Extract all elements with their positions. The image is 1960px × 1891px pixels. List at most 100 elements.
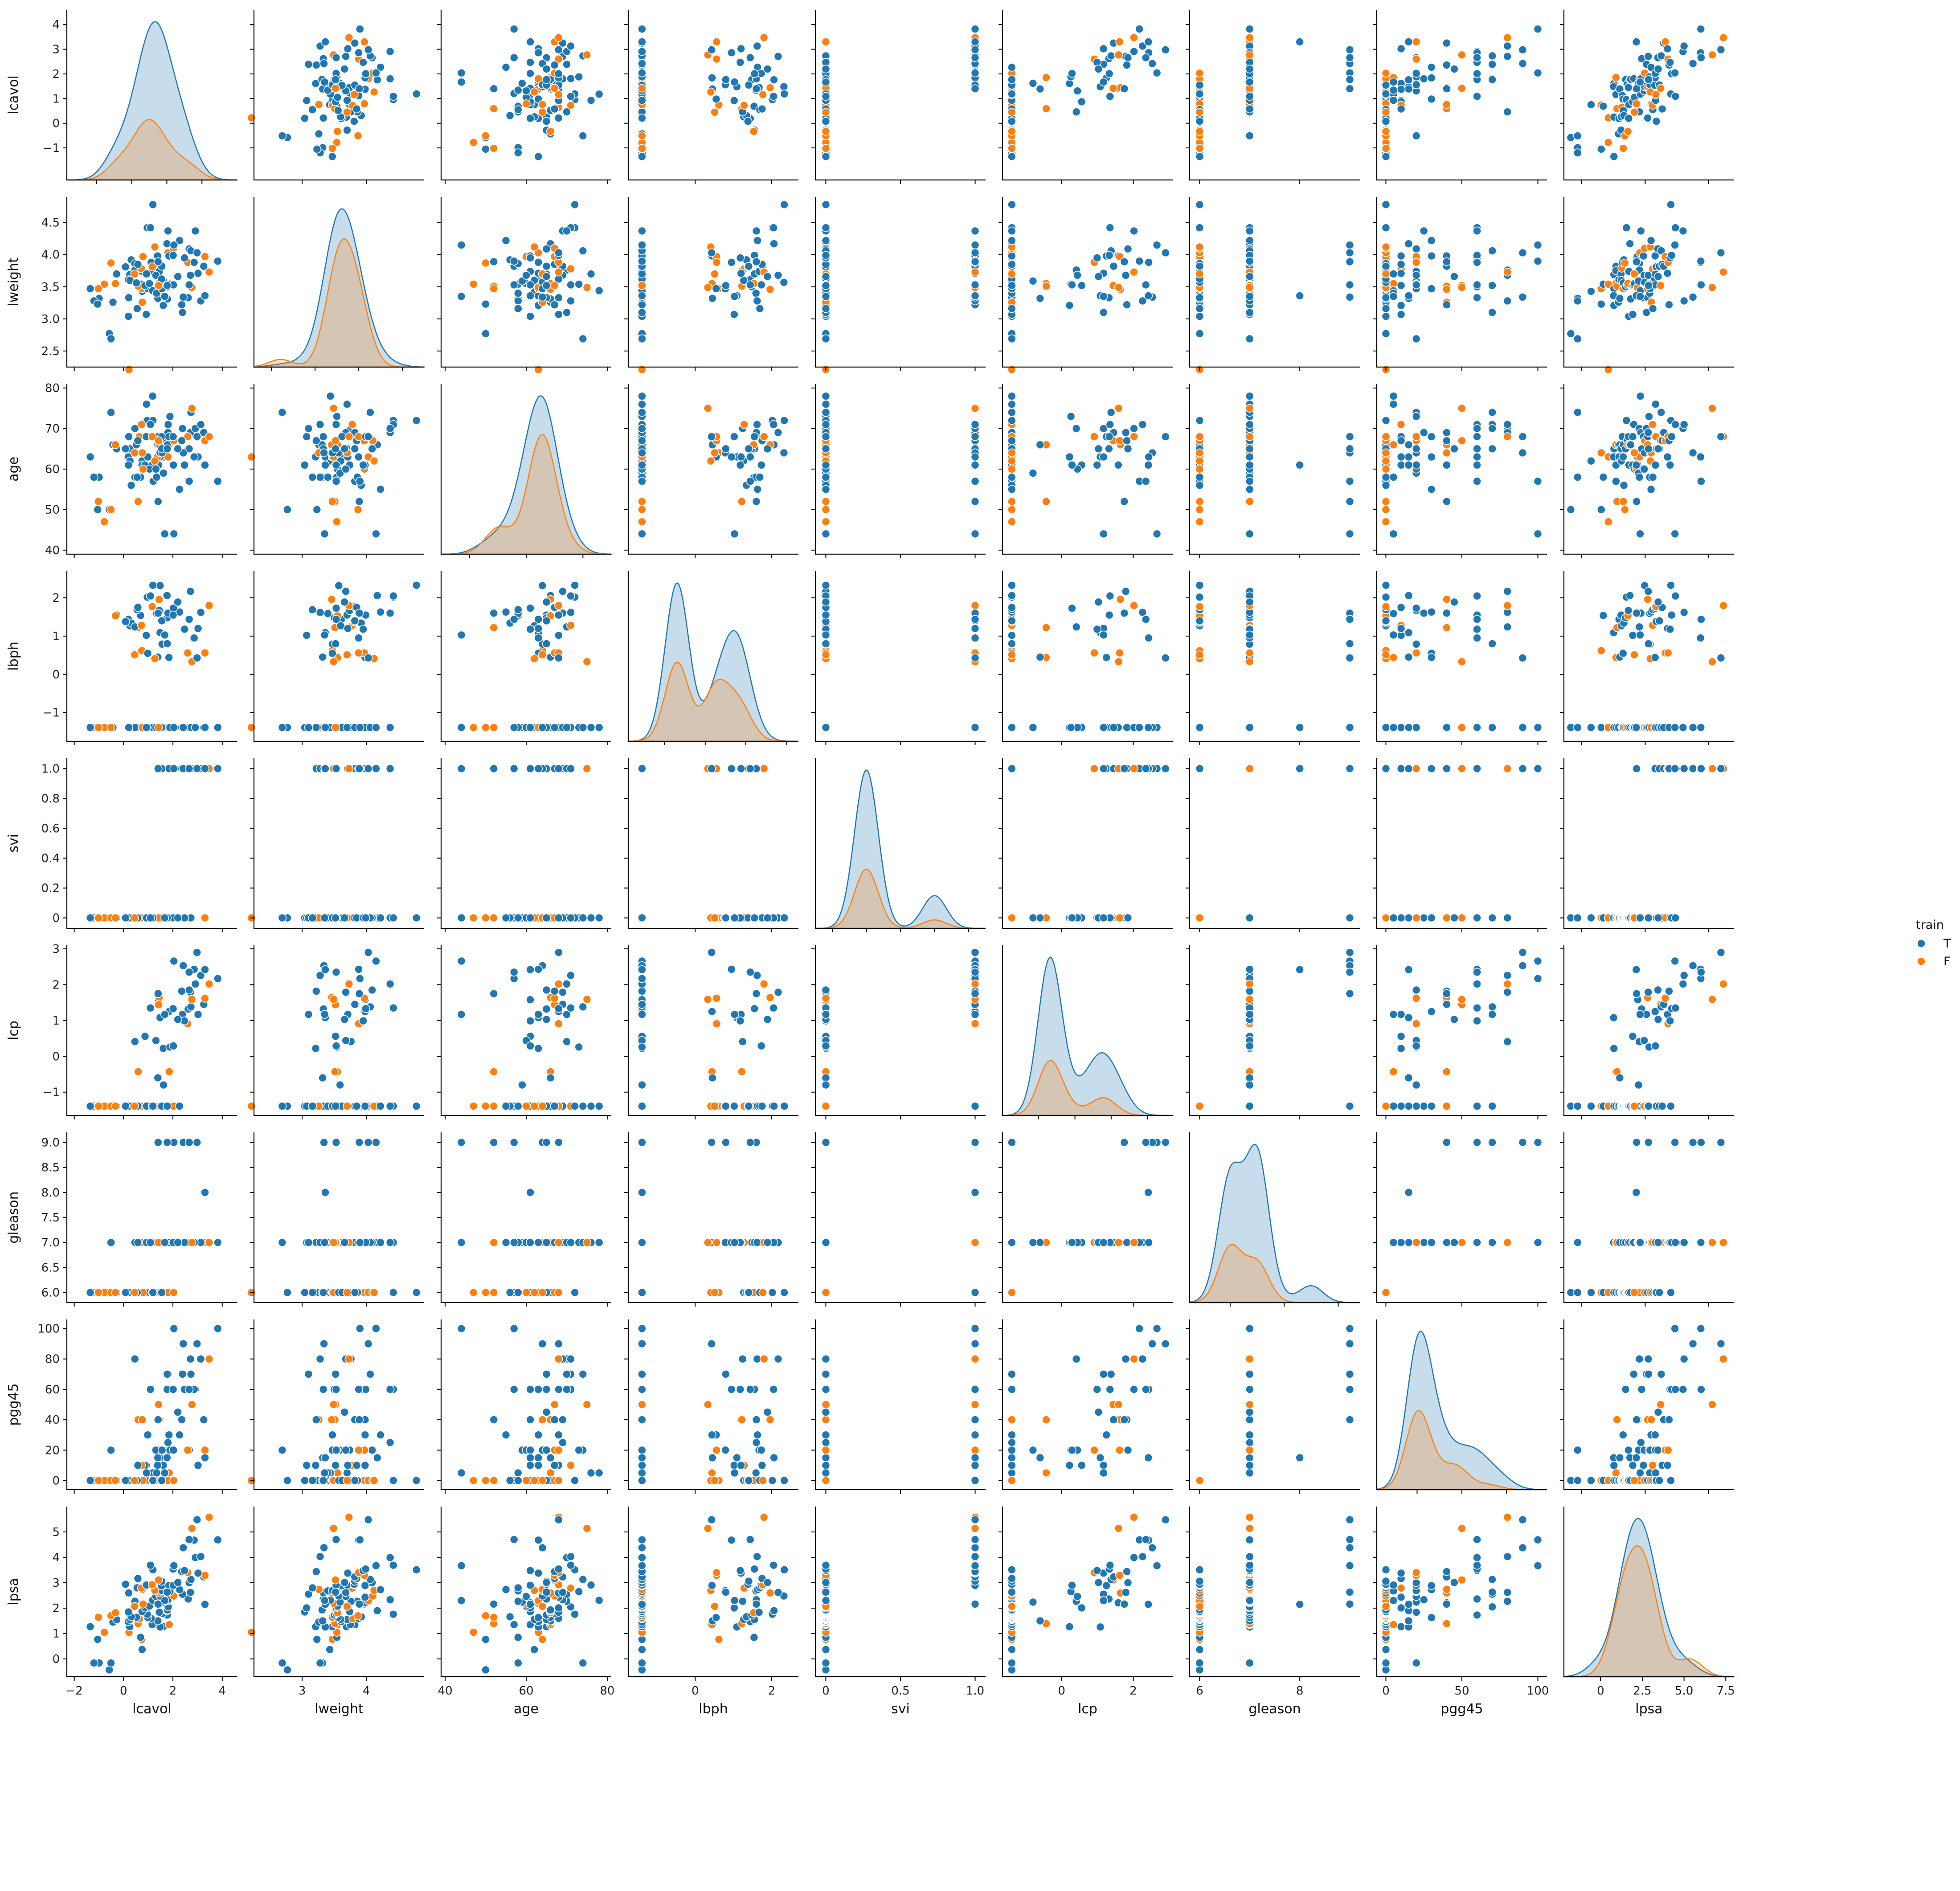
point-T xyxy=(321,965,330,974)
point-T xyxy=(1120,764,1129,773)
point-T xyxy=(707,45,716,54)
point-F xyxy=(1656,84,1665,93)
point-T xyxy=(522,86,531,95)
point-T xyxy=(1688,293,1698,302)
panel-age-vs-lbph xyxy=(624,384,798,558)
point-T xyxy=(1007,631,1016,640)
point-T xyxy=(389,913,398,923)
point-T xyxy=(201,965,209,974)
point-T xyxy=(1625,591,1634,600)
point-T xyxy=(1648,473,1657,482)
point-T xyxy=(1688,59,1698,68)
point-T xyxy=(1105,251,1114,260)
point-F xyxy=(1116,595,1125,604)
point-T xyxy=(751,289,761,298)
point-T xyxy=(1473,764,1481,773)
point-T xyxy=(1245,485,1254,494)
point-T xyxy=(177,436,186,445)
point-F xyxy=(1381,69,1391,78)
point-T xyxy=(821,597,831,607)
point-T xyxy=(106,334,115,343)
point-T xyxy=(509,615,519,624)
y-tick-label: 3 xyxy=(52,943,60,956)
panel-age-vs-lweight xyxy=(247,384,424,558)
point-T xyxy=(148,200,158,209)
point-F xyxy=(1389,440,1398,449)
point-T xyxy=(354,452,363,462)
point-F xyxy=(970,404,980,413)
point-T xyxy=(1473,913,1481,923)
point-T xyxy=(385,74,395,83)
point-T xyxy=(278,723,287,732)
point-T xyxy=(1161,764,1170,773)
point-T xyxy=(278,408,287,417)
point-T xyxy=(334,581,344,590)
point-T xyxy=(457,68,466,78)
point-T xyxy=(1389,96,1398,105)
point-T xyxy=(1389,723,1398,732)
point-T xyxy=(1099,308,1108,317)
point-T xyxy=(312,505,322,514)
point-T xyxy=(1345,497,1354,506)
point-T xyxy=(173,444,182,453)
point-T xyxy=(1573,334,1582,343)
point-T xyxy=(526,913,535,923)
point-T xyxy=(1488,60,1497,69)
point-F xyxy=(1007,127,1016,136)
point-T xyxy=(331,477,341,486)
point-T xyxy=(1644,639,1653,648)
point-T xyxy=(1093,253,1102,262)
point-T xyxy=(1245,104,1254,114)
panel-age-vs-pgg45 xyxy=(1373,384,1547,558)
point-T xyxy=(1007,304,1016,313)
point-T xyxy=(201,291,209,300)
point-T xyxy=(1396,269,1406,278)
point-T xyxy=(542,281,551,290)
point-T xyxy=(712,94,721,104)
panel-lbph-vs-svi xyxy=(811,571,986,745)
y-axis-label: lcavol xyxy=(6,75,21,114)
panel-age-vs-lpsa xyxy=(1560,384,1734,558)
point-T xyxy=(1412,280,1421,290)
point-T xyxy=(558,587,567,596)
point-F xyxy=(710,448,719,457)
point-T xyxy=(1121,587,1130,596)
point-T xyxy=(821,420,831,429)
point-T xyxy=(562,60,571,69)
point-T xyxy=(1094,444,1103,453)
point-T xyxy=(1381,616,1391,625)
point-T xyxy=(1028,276,1038,286)
point-F xyxy=(1623,127,1633,136)
point-T xyxy=(1144,461,1153,470)
panel-lweight-vs-lweight xyxy=(253,197,425,371)
point-T xyxy=(1068,69,1076,78)
point-F xyxy=(1708,50,1717,60)
point-F xyxy=(821,497,831,506)
point-F xyxy=(1442,448,1451,457)
point-T xyxy=(186,1002,196,1012)
point-T xyxy=(312,144,322,154)
point-T xyxy=(1587,723,1596,732)
axis-spine xyxy=(1189,758,1360,929)
point-T xyxy=(1035,294,1045,303)
axis-spine xyxy=(66,758,237,929)
point-F xyxy=(1381,913,1391,923)
point-T xyxy=(1697,477,1706,486)
point-T xyxy=(1381,723,1391,732)
point-T xyxy=(970,68,980,78)
point-T xyxy=(970,615,980,624)
point-F xyxy=(1412,432,1421,441)
point-T xyxy=(514,913,523,923)
point-T xyxy=(355,974,364,983)
panel-lcavol-vs-lbph xyxy=(624,10,798,184)
point-T xyxy=(193,624,203,633)
point-F xyxy=(331,723,340,732)
point-T xyxy=(142,270,151,278)
point-T xyxy=(1644,587,1653,596)
point-T xyxy=(1141,53,1150,62)
point-T xyxy=(1670,241,1679,249)
axis-spine xyxy=(1189,10,1360,181)
point-F xyxy=(1597,646,1606,655)
point-F xyxy=(759,764,769,773)
point-T xyxy=(1007,581,1016,590)
